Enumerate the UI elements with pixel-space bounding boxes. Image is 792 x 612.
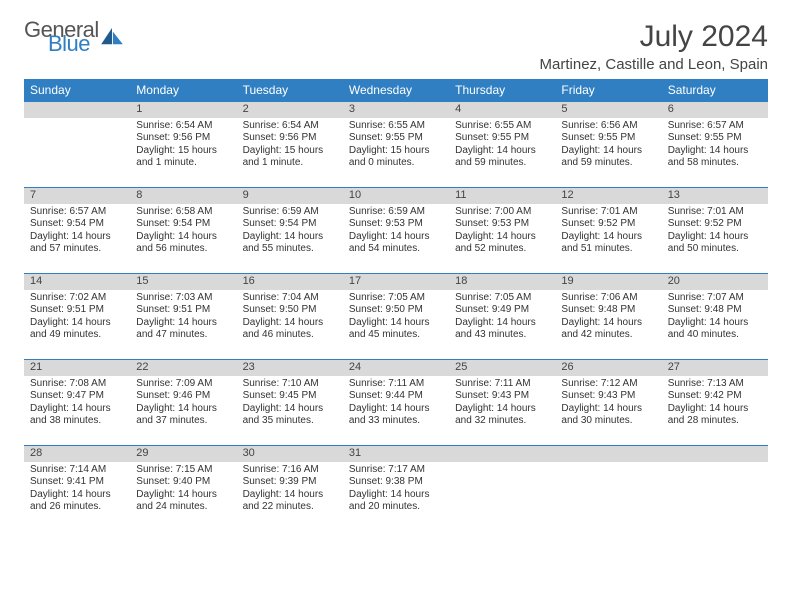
weekday-header: Wednesday: [343, 79, 449, 102]
day-cell: Sunrise: 7:16 AMSunset: 9:39 PMDaylight:…: [237, 462, 343, 532]
logo-text-blue: Blue: [48, 34, 99, 54]
day-cell: Sunrise: 7:11 AMSunset: 9:43 PMDaylight:…: [449, 376, 555, 446]
daynum-row: 123456: [24, 102, 768, 118]
day-cell: Sunrise: 6:59 AMSunset: 9:53 PMDaylight:…: [343, 204, 449, 274]
day-number: 26: [555, 360, 661, 376]
day-number: 20: [662, 274, 768, 290]
content-row: Sunrise: 7:02 AMSunset: 9:51 PMDaylight:…: [24, 290, 768, 360]
content-row: Sunrise: 6:54 AMSunset: 9:56 PMDaylight:…: [24, 118, 768, 188]
day-number: 18: [449, 274, 555, 290]
day-number: 22: [130, 360, 236, 376]
day-number: 1: [130, 102, 236, 118]
logo-sail-icon: [101, 28, 123, 46]
day-number: 25: [449, 360, 555, 376]
weekday-header: Saturday: [662, 79, 768, 102]
day-number: 5: [555, 102, 661, 118]
day-number: 15: [130, 274, 236, 290]
day-number: 7: [24, 188, 130, 204]
day-cell: Sunrise: 7:15 AMSunset: 9:40 PMDaylight:…: [130, 462, 236, 532]
day-cell: Sunrise: 6:57 AMSunset: 9:54 PMDaylight:…: [24, 204, 130, 274]
day-cell: Sunrise: 7:01 AMSunset: 9:52 PMDaylight:…: [662, 204, 768, 274]
day-number: 27: [662, 360, 768, 376]
day-number: 14: [24, 274, 130, 290]
location: Martinez, Castille and Leon, Spain: [540, 56, 768, 73]
day-cell: Sunrise: 7:07 AMSunset: 9:48 PMDaylight:…: [662, 290, 768, 360]
day-number: 29: [130, 446, 236, 462]
day-number: [555, 446, 661, 462]
day-number: 3: [343, 102, 449, 118]
day-number: 30: [237, 446, 343, 462]
day-cell: [24, 118, 130, 188]
content-row: Sunrise: 7:08 AMSunset: 9:47 PMDaylight:…: [24, 376, 768, 446]
day-number: 21: [24, 360, 130, 376]
weekday-header: Sunday: [24, 79, 130, 102]
day-cell: Sunrise: 7:04 AMSunset: 9:50 PMDaylight:…: [237, 290, 343, 360]
day-number: 8: [130, 188, 236, 204]
weekday-header-row: Sunday Monday Tuesday Wednesday Thursday…: [24, 79, 768, 102]
weekday-header: Tuesday: [237, 79, 343, 102]
day-number: 12: [555, 188, 661, 204]
day-number: 28: [24, 446, 130, 462]
day-number: 23: [237, 360, 343, 376]
header: General Blue July 2024 Martinez, Castill…: [24, 20, 768, 73]
daynum-row: 78910111213: [24, 188, 768, 204]
day-cell: Sunrise: 7:10 AMSunset: 9:45 PMDaylight:…: [237, 376, 343, 446]
day-cell: Sunrise: 6:58 AMSunset: 9:54 PMDaylight:…: [130, 204, 236, 274]
daynum-row: 21222324252627: [24, 360, 768, 376]
logo: General Blue: [24, 20, 123, 54]
day-number: 17: [343, 274, 449, 290]
daynum-row: 28293031: [24, 446, 768, 462]
day-cell: Sunrise: 7:13 AMSunset: 9:42 PMDaylight:…: [662, 376, 768, 446]
day-cell: Sunrise: 7:12 AMSunset: 9:43 PMDaylight:…: [555, 376, 661, 446]
day-cell: Sunrise: 7:05 AMSunset: 9:50 PMDaylight:…: [343, 290, 449, 360]
day-number: 19: [555, 274, 661, 290]
day-number: [24, 102, 130, 118]
day-number: 2: [237, 102, 343, 118]
day-cell: Sunrise: 7:17 AMSunset: 9:38 PMDaylight:…: [343, 462, 449, 532]
day-cell: Sunrise: 6:55 AMSunset: 9:55 PMDaylight:…: [343, 118, 449, 188]
daynum-row: 14151617181920: [24, 274, 768, 290]
calendar-table: Sunday Monday Tuesday Wednesday Thursday…: [24, 79, 768, 532]
day-cell: Sunrise: 6:59 AMSunset: 9:54 PMDaylight:…: [237, 204, 343, 274]
day-number: 6: [662, 102, 768, 118]
day-cell: [555, 462, 661, 532]
day-number: 9: [237, 188, 343, 204]
day-number: 16: [237, 274, 343, 290]
day-cell: Sunrise: 7:09 AMSunset: 9:46 PMDaylight:…: [130, 376, 236, 446]
day-cell: Sunrise: 7:06 AMSunset: 9:48 PMDaylight:…: [555, 290, 661, 360]
day-number: 11: [449, 188, 555, 204]
day-number: 4: [449, 102, 555, 118]
day-cell: Sunrise: 6:57 AMSunset: 9:55 PMDaylight:…: [662, 118, 768, 188]
day-number: 31: [343, 446, 449, 462]
day-cell: Sunrise: 6:54 AMSunset: 9:56 PMDaylight:…: [130, 118, 236, 188]
title-block: July 2024 Martinez, Castille and Leon, S…: [540, 20, 768, 73]
day-cell: Sunrise: 6:55 AMSunset: 9:55 PMDaylight:…: [449, 118, 555, 188]
day-number: [449, 446, 555, 462]
day-cell: Sunrise: 7:14 AMSunset: 9:41 PMDaylight:…: [24, 462, 130, 532]
day-number: [662, 446, 768, 462]
day-number: 10: [343, 188, 449, 204]
calendar-body: 123456Sunrise: 6:54 AMSunset: 9:56 PMDay…: [24, 102, 768, 532]
day-cell: Sunrise: 6:56 AMSunset: 9:55 PMDaylight:…: [555, 118, 661, 188]
day-cell: Sunrise: 7:01 AMSunset: 9:52 PMDaylight:…: [555, 204, 661, 274]
weekday-header: Thursday: [449, 79, 555, 102]
day-number: 24: [343, 360, 449, 376]
day-cell: Sunrise: 7:05 AMSunset: 9:49 PMDaylight:…: [449, 290, 555, 360]
day-cell: Sunrise: 7:11 AMSunset: 9:44 PMDaylight:…: [343, 376, 449, 446]
content-row: Sunrise: 7:14 AMSunset: 9:41 PMDaylight:…: [24, 462, 768, 532]
day-number: 13: [662, 188, 768, 204]
day-cell: Sunrise: 7:02 AMSunset: 9:51 PMDaylight:…: [24, 290, 130, 360]
weekday-header: Friday: [555, 79, 661, 102]
day-cell: Sunrise: 7:08 AMSunset: 9:47 PMDaylight:…: [24, 376, 130, 446]
day-cell: Sunrise: 7:03 AMSunset: 9:51 PMDaylight:…: [130, 290, 236, 360]
content-row: Sunrise: 6:57 AMSunset: 9:54 PMDaylight:…: [24, 204, 768, 274]
day-cell: Sunrise: 6:54 AMSunset: 9:56 PMDaylight:…: [237, 118, 343, 188]
day-cell: [662, 462, 768, 532]
weekday-header: Monday: [130, 79, 236, 102]
day-cell: Sunrise: 7:00 AMSunset: 9:53 PMDaylight:…: [449, 204, 555, 274]
month-title: July 2024: [540, 20, 768, 54]
day-cell: [449, 462, 555, 532]
